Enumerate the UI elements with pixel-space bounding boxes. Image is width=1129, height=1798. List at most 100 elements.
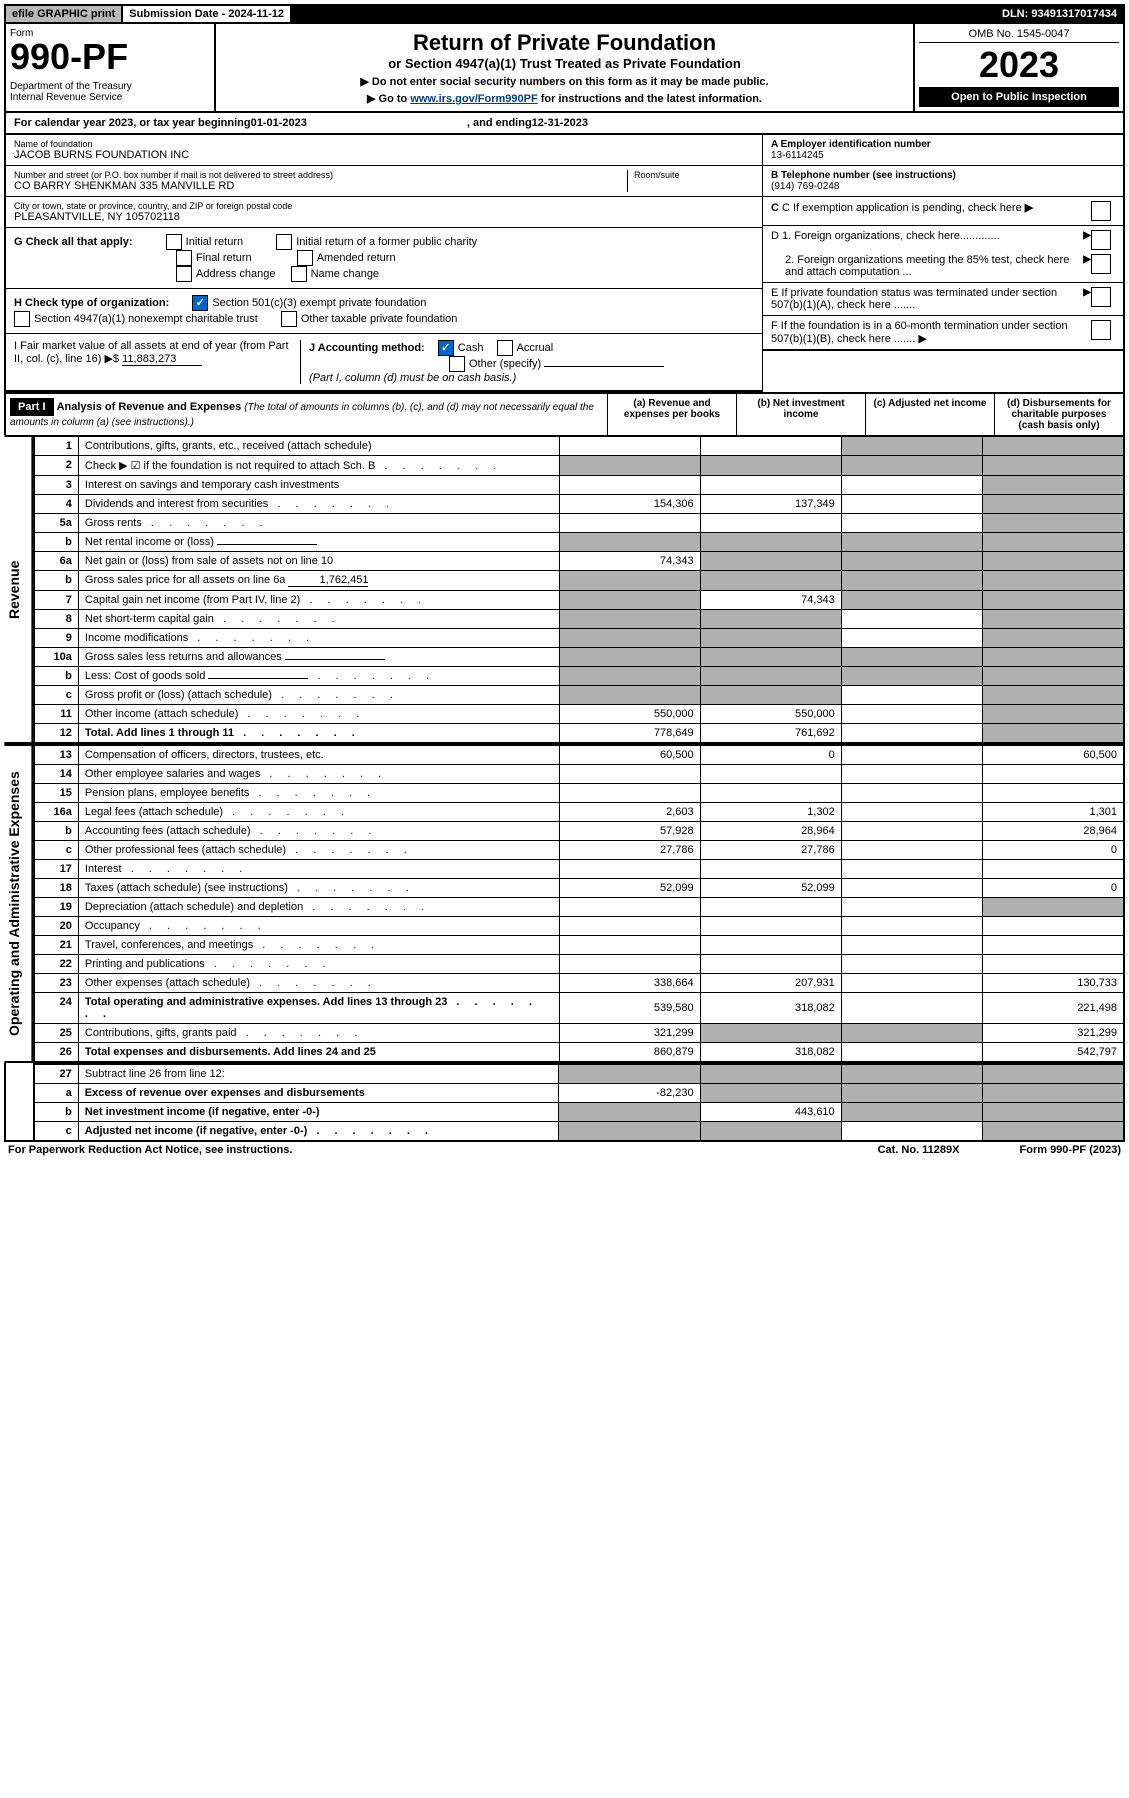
checkbox-accrual[interactable] bbox=[497, 340, 513, 356]
part1-title: Analysis of Revenue and Expenses bbox=[57, 401, 242, 413]
table-row: cOther professional fees (attach schedul… bbox=[34, 841, 1124, 860]
irs: Internal Revenue Service bbox=[10, 92, 210, 103]
j-note: (Part I, column (d) must be on cash basi… bbox=[309, 372, 516, 384]
cal-end: 12-31-2023 bbox=[532, 117, 588, 129]
h-label: H Check type of organization: bbox=[14, 297, 169, 309]
name-label: Name of foundation bbox=[14, 139, 754, 149]
j-cash: Cash bbox=[458, 342, 484, 354]
footer-right: Form 990-PF (2023) bbox=[1020, 1144, 1122, 1156]
col-b-header: (b) Net investment income bbox=[736, 394, 865, 435]
checkbox-cash[interactable]: ✓ bbox=[438, 340, 454, 356]
tax-year: 2023 bbox=[919, 47, 1119, 83]
g-amended: Amended return bbox=[317, 252, 396, 264]
dln: DLN: 93491317017434 bbox=[996, 6, 1123, 22]
d1-label: D 1. Foreign organizations, check here..… bbox=[771, 230, 1083, 242]
footer-mid: Cat. No. 11289X bbox=[878, 1144, 960, 1156]
section-g: G Check all that apply: Initial return I… bbox=[6, 228, 762, 289]
revenue-section: Revenue 1Contributions, gifts, grants, e… bbox=[4, 435, 1125, 744]
table-row: bNet rental income or (loss) bbox=[34, 533, 1124, 552]
i-value: 11,883,273 bbox=[122, 353, 202, 366]
foundation-city: PLEASANTVILLE, NY 105702118 bbox=[14, 211, 754, 223]
c-cell: C C If exemption application is pending,… bbox=[763, 197, 1123, 226]
table-row: bNet investment income (if negative, ent… bbox=[34, 1103, 1124, 1122]
checkbox-initial-former[interactable] bbox=[276, 234, 292, 250]
address-cell: Number and street (or P.O. box number if… bbox=[6, 166, 762, 197]
arrow-icon: ▶ bbox=[1083, 230, 1091, 241]
revenue-table: 1Contributions, gifts, grants, etc., rec… bbox=[33, 435, 1125, 744]
other-specify-line bbox=[544, 366, 664, 367]
arrow-icon: ▶ bbox=[1083, 287, 1091, 298]
table-row: 22Printing and publications . . . . . . … bbox=[34, 955, 1124, 974]
form-title: Return of Private Foundation bbox=[222, 30, 907, 56]
table-row: aExcess of revenue over expenses and dis… bbox=[34, 1084, 1124, 1103]
table-row: 25Contributions, gifts, grants paid . . … bbox=[34, 1024, 1124, 1043]
cal-begin: 01-01-2023 bbox=[251, 117, 307, 129]
g-name: Name change bbox=[311, 268, 380, 280]
h-other: Other taxable private foundation bbox=[301, 313, 458, 325]
omb: OMB No. 1545-0047 bbox=[919, 28, 1119, 43]
f-label: F If the foundation is in a 60-month ter… bbox=[771, 320, 1091, 345]
irs-link[interactable]: www.irs.gov/Form990PF bbox=[410, 93, 537, 105]
part1-cols: (a) Revenue and expenses per books (b) N… bbox=[607, 394, 1123, 435]
cal-prefix: For calendar year 2023, or tax year begi… bbox=[14, 117, 251, 129]
table-row: 9Income modifications . . . . . . . bbox=[34, 629, 1124, 648]
checkbox-4947[interactable] bbox=[14, 311, 30, 327]
checkbox-final[interactable] bbox=[176, 250, 192, 266]
table-row: 2Check ▶ ☑ if the foundation is not requ… bbox=[34, 456, 1124, 476]
bottom-section: 27Subtract line 26 from line 12:aExcess … bbox=[4, 1063, 1125, 1142]
checkbox-f[interactable] bbox=[1091, 320, 1111, 340]
city-cell: City or town, state or province, country… bbox=[6, 197, 762, 228]
g-final: Final return bbox=[196, 252, 252, 264]
g-label: G Check all that apply: bbox=[14, 236, 133, 248]
d-cell: D 1. Foreign organizations, check here..… bbox=[763, 226, 1123, 283]
table-row: 24Total operating and administrative exp… bbox=[34, 993, 1124, 1024]
open-public: Open to Public Inspection bbox=[919, 87, 1119, 107]
checkbox-amended[interactable] bbox=[297, 250, 313, 266]
part1-desc: Part I Analysis of Revenue and Expenses … bbox=[6, 394, 607, 435]
phone-cell: B Telephone number (see instructions) (9… bbox=[763, 166, 1123, 197]
room-label: Room/suite bbox=[634, 170, 754, 180]
g-initial-former: Initial return of a former public charit… bbox=[296, 236, 477, 248]
col-a-header: (a) Revenue and expenses per books bbox=[607, 394, 736, 435]
checkbox-e[interactable] bbox=[1091, 287, 1111, 307]
g-address: Address change bbox=[196, 268, 276, 280]
form-number: 990-PF bbox=[10, 39, 210, 75]
ein-value: 13-6114245 bbox=[771, 150, 824, 161]
checkbox-address[interactable] bbox=[176, 266, 192, 282]
foundation-name-cell: Name of foundation JACOB BURNS FOUNDATIO… bbox=[6, 135, 762, 166]
checkbox-c[interactable] bbox=[1091, 201, 1111, 221]
table-row: 6aNet gain or (loss) from sale of assets… bbox=[34, 552, 1124, 571]
table-row: 14Other employee salaries and wages . . … bbox=[34, 765, 1124, 784]
part1-header: Part I Analysis of Revenue and Expenses … bbox=[4, 392, 1125, 435]
footer-left: For Paperwork Reduction Act Notice, see … bbox=[8, 1144, 292, 1156]
checkbox-d2[interactable] bbox=[1091, 254, 1111, 274]
g-initial: Initial return bbox=[186, 236, 243, 248]
checkbox-d1[interactable] bbox=[1091, 230, 1111, 250]
instr2-prefix: ▶ Go to bbox=[367, 93, 410, 105]
table-row: 10aGross sales less returns and allowanc… bbox=[34, 648, 1124, 667]
info-grid: Name of foundation JACOB BURNS FOUNDATIO… bbox=[4, 135, 1125, 392]
checkbox-name[interactable] bbox=[291, 266, 307, 282]
table-row: 20Occupancy . . . . . . . bbox=[34, 917, 1124, 936]
checkbox-initial[interactable] bbox=[166, 234, 182, 250]
city-label: City or town, state or province, country… bbox=[14, 201, 754, 211]
header-center: Return of Private Foundation or Section … bbox=[216, 24, 913, 111]
table-row: bAccounting fees (attach schedule) . . .… bbox=[34, 822, 1124, 841]
col-d-header: (d) Disbursements for charitable purpose… bbox=[994, 394, 1123, 435]
checkbox-other-acct[interactable] bbox=[449, 356, 465, 372]
checkbox-501c3[interactable]: ✓ bbox=[192, 295, 208, 311]
e-label: E If private foundation status was termi… bbox=[771, 287, 1083, 311]
instr2-suffix: for instructions and the latest informat… bbox=[538, 93, 762, 105]
bottom-table: 27Subtract line 26 from line 12:aExcess … bbox=[33, 1063, 1125, 1142]
table-row: 18Taxes (attach schedule) (see instructi… bbox=[34, 879, 1124, 898]
table-row: 17Interest . . . . . . . bbox=[34, 860, 1124, 879]
j-label: J Accounting method: bbox=[309, 342, 425, 354]
j-accrual: Accrual bbox=[517, 342, 554, 354]
col-c-header: (c) Adjusted net income bbox=[865, 394, 994, 435]
form-header: Form 990-PF Department of the Treasury I… bbox=[4, 24, 1125, 113]
table-row: 5aGross rents . . . . . . . bbox=[34, 514, 1124, 533]
checkbox-other-tax[interactable] bbox=[281, 311, 297, 327]
dept: Department of the Treasury bbox=[10, 81, 210, 92]
j-other: Other (specify) bbox=[469, 358, 541, 370]
efile-label[interactable]: efile GRAPHIC print bbox=[6, 6, 121, 22]
